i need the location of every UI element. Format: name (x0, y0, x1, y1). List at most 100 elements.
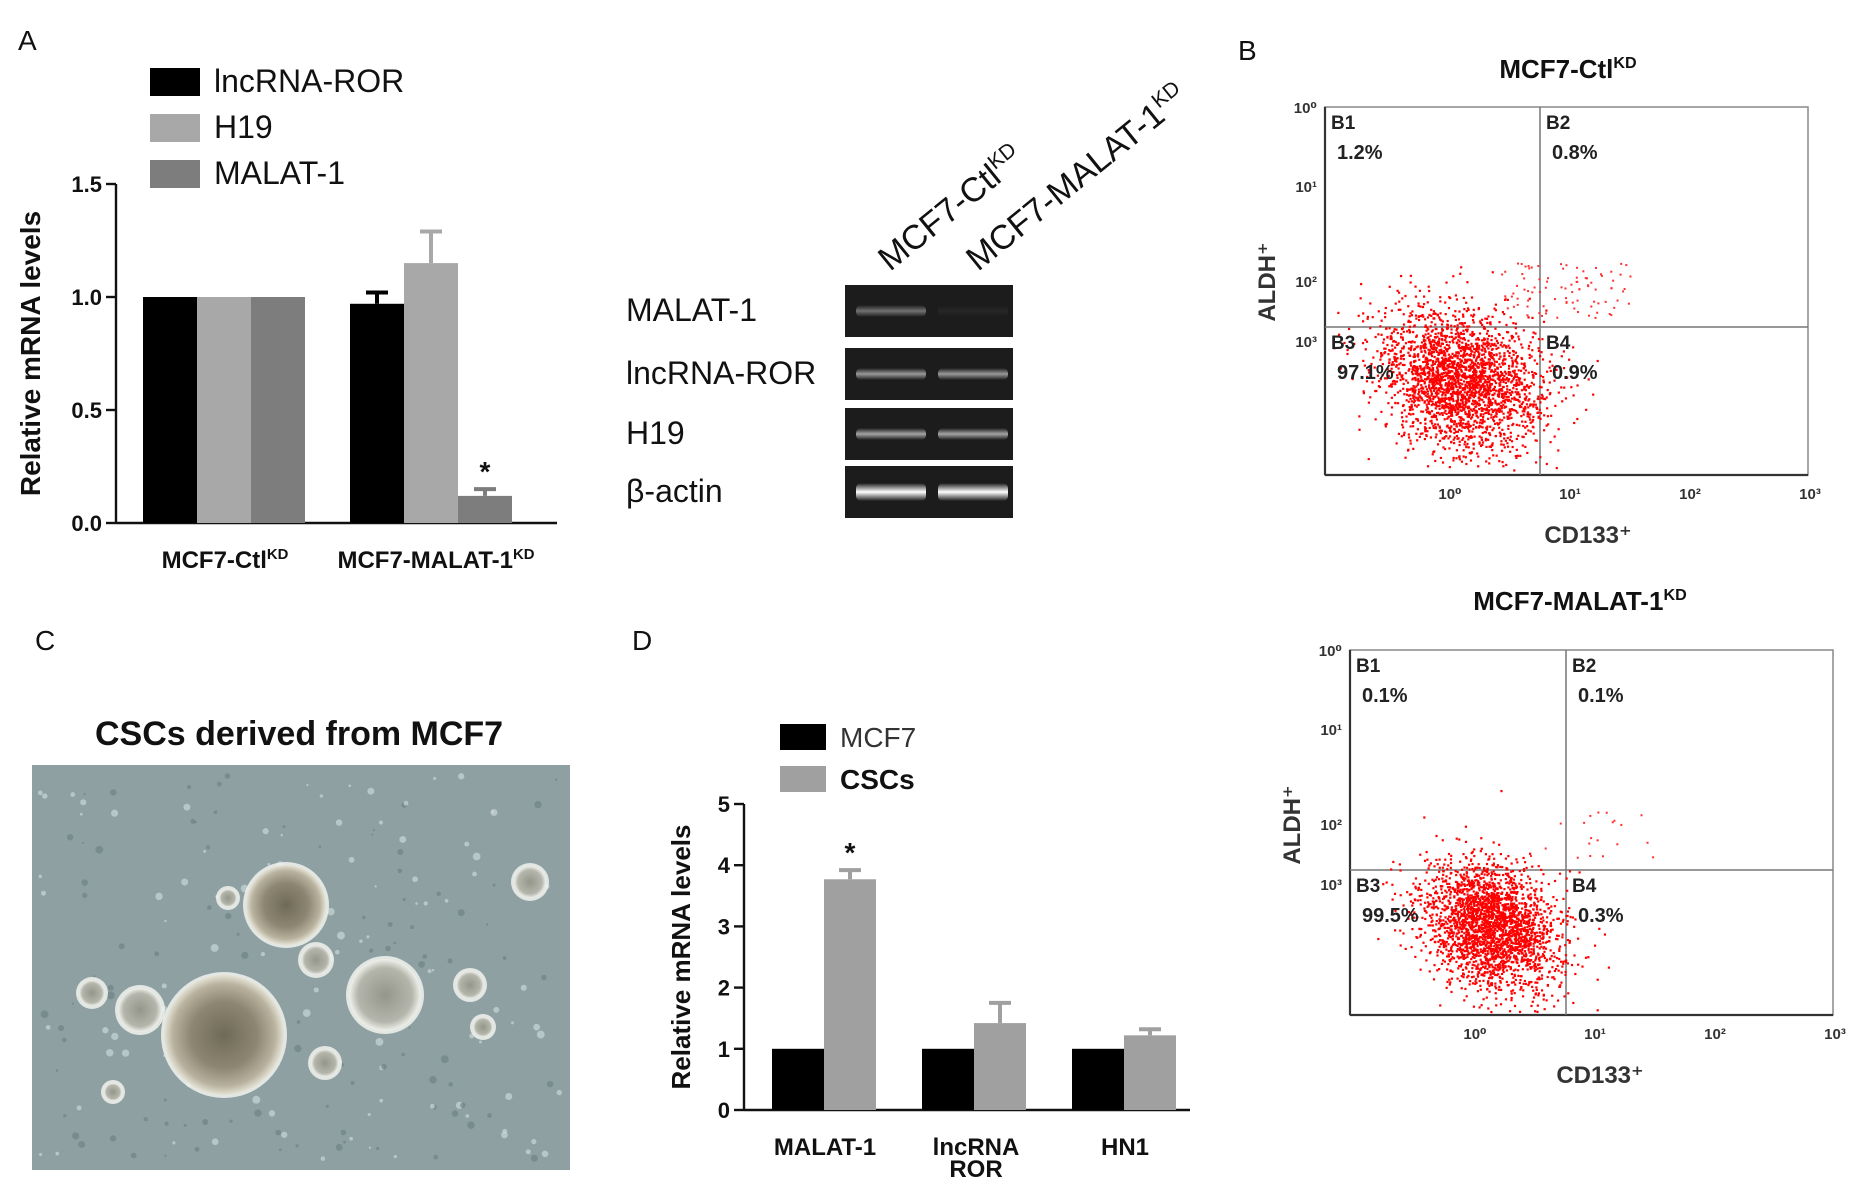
cell-debris (436, 891, 441, 897)
quadrant-percent: 97.1% (1337, 362, 1394, 384)
cell-debris (501, 1131, 508, 1139)
gel-band (938, 305, 1008, 317)
bar-cscs (1124, 1035, 1176, 1110)
cell-debris (296, 1020, 301, 1024)
cell-debris (109, 1135, 117, 1142)
cell-debris (105, 1049, 114, 1057)
cell-debris (66, 834, 74, 841)
y-tick-label: 1.5 (71, 172, 102, 197)
cell-debris (236, 932, 240, 936)
cell-debris (225, 912, 232, 920)
cell-debris (55, 1151, 60, 1156)
bar-malat-1 (251, 297, 305, 523)
cell-debris (229, 1119, 233, 1123)
cell-debris (520, 984, 527, 991)
panel-letter-b: B (1238, 35, 1257, 66)
tumor-sphere (456, 971, 484, 999)
cell-debris (83, 793, 86, 796)
x-tick-label: 10⁰ (1438, 486, 1461, 503)
x-tick-label: 10³ (1799, 486, 1821, 503)
cell-debris (203, 849, 207, 853)
cell-debris (472, 871, 477, 877)
cell-debris (429, 1076, 437, 1084)
cell-debris (40, 890, 46, 896)
significance-asterisk: * (845, 837, 856, 868)
cell-debris (319, 794, 324, 798)
micrograph-image (32, 765, 570, 1170)
cell-debris (367, 787, 375, 795)
cell-debris (280, 833, 283, 837)
cell-debris (143, 1117, 148, 1122)
cell-debris (433, 776, 437, 780)
legend-swatch (150, 114, 200, 142)
cell-debris (187, 785, 192, 790)
cell-debris (340, 1129, 347, 1136)
quadrant-name: B4 (1546, 333, 1571, 354)
quadrant-name: B1 (1331, 113, 1356, 134)
legend-swatch (150, 160, 200, 188)
cell-debris (254, 1109, 262, 1117)
y-tick-label: 10³ (1295, 334, 1317, 351)
cell-debris (423, 901, 428, 906)
x-category-label: MCF7-MALAT-1KD (337, 547, 534, 574)
cell-debris (502, 956, 507, 960)
cell-debris (260, 951, 266, 957)
cell-debris (378, 820, 384, 825)
cell-debris (493, 1006, 500, 1013)
gel-band (856, 428, 926, 440)
cell-debris (440, 1055, 449, 1064)
cell-debris (302, 1009, 311, 1017)
cell-debris (348, 784, 352, 788)
tumor-sphere (164, 975, 284, 1095)
quadrant-percent: 0.8% (1552, 142, 1598, 164)
cell-debris (393, 1154, 398, 1159)
quadrant-percent: 1.2% (1337, 142, 1383, 164)
cell-debris (387, 922, 393, 928)
cell-debris (401, 1052, 405, 1057)
quadrant-percent: 99.5% (1362, 905, 1419, 927)
cell-debris (106, 991, 115, 1000)
cell-debris (183, 803, 191, 811)
x-tick-label: 10² (1679, 486, 1701, 503)
cell-debris (556, 1089, 562, 1096)
gel-row-label: H19 (626, 415, 685, 451)
cell-debris (530, 1154, 538, 1162)
cell-debris (531, 1138, 537, 1145)
cell-debris (267, 862, 271, 866)
cell-debris (429, 1103, 435, 1109)
cell-debris (464, 841, 470, 847)
cell-debris (282, 825, 286, 828)
quadrant-percent: 0.3% (1578, 905, 1624, 927)
cell-debris (533, 1023, 540, 1031)
cell-debris (505, 1092, 513, 1101)
cell-debris (318, 845, 322, 848)
bar-chart-d: 0 1 2 3 4 5 Relative mRNA levels * MCF7 CSCs MALAT… (666, 722, 1190, 1183)
cell-debris (110, 789, 117, 796)
y-tick-label: 3 (718, 914, 730, 939)
legend-swatch (150, 68, 200, 96)
cell-debris (194, 820, 197, 824)
legend-label: MCF7 (840, 722, 916, 753)
cell-debris (111, 1032, 119, 1041)
y-tick-label: 10⁰ (1294, 100, 1317, 117)
panel-letter-a: A (18, 25, 37, 56)
cell-debris (444, 899, 449, 903)
cell-debris (385, 945, 391, 952)
cell-debris (55, 1069, 59, 1072)
flow-cytometry-ctl: MCF7-CtlKD 10⁰ 10¹ 10² 10³ 10⁰ 10¹ 10² 10³ CD133⁺… (1254, 54, 1821, 549)
y-tick-label: 1.0 (71, 285, 102, 310)
cell-debris (555, 778, 558, 781)
cell-debris (422, 954, 428, 959)
cell-debris (447, 958, 453, 964)
flow-cytometry-malat1: MCF7-MALAT-1KD 10⁰ 10¹ 10² 10³ 10⁰ 10¹ 10² 10³ CD… (1279, 586, 1846, 1089)
cell-debris (281, 1131, 288, 1138)
cell-debris (93, 975, 96, 978)
cell-debris (213, 810, 218, 815)
quadrant-name: B3 (1356, 876, 1380, 897)
cell-debris (362, 915, 366, 920)
cell-debris (39, 1152, 43, 1157)
tumor-sphere (473, 1017, 493, 1037)
cell-debris (490, 809, 498, 816)
cell-debris (485, 923, 489, 926)
y-axis-label: ALDH⁺ (1254, 242, 1281, 321)
